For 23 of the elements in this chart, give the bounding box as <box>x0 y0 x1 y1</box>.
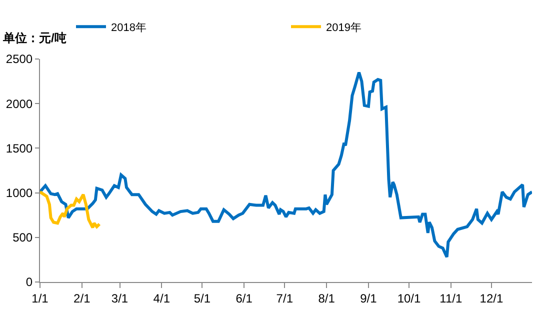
y-tick-label: 0 <box>26 275 33 290</box>
y-tick-label: 1500 <box>6 141 33 156</box>
x-tick-label: 9/1 <box>360 291 378 306</box>
legend-label: 2019年 <box>326 22 362 34</box>
x-tick-label: 8/1 <box>318 291 336 306</box>
x-tick-label: 4/1 <box>153 291 170 306</box>
x-tick-label: 5/1 <box>194 291 211 306</box>
x-tick-label: 7/1 <box>276 291 294 306</box>
x-tick-label: 12/1 <box>480 291 504 306</box>
y-tick-label: 1000 <box>6 186 33 200</box>
line-series <box>40 70 532 259</box>
legend-label: 2018年 <box>111 22 146 34</box>
x-tick-label: 3/1 <box>111 291 128 306</box>
y-tick-label: 500 <box>12 230 33 245</box>
x-tick-label: 2/1 <box>74 291 91 306</box>
y-axis-title: 单位：元/吨 <box>2 31 66 45</box>
y-tick-label: 2000 <box>6 96 33 111</box>
x-tick-label: 1/1 <box>32 291 49 306</box>
x-tick-label: 6/1 <box>236 291 253 306</box>
y-tick-label: 2500 <box>6 52 33 66</box>
x-tick-label: 10/1 <box>397 291 421 306</box>
x-tick-label: 11/1 <box>440 291 462 306</box>
line-series <box>40 190 101 230</box>
